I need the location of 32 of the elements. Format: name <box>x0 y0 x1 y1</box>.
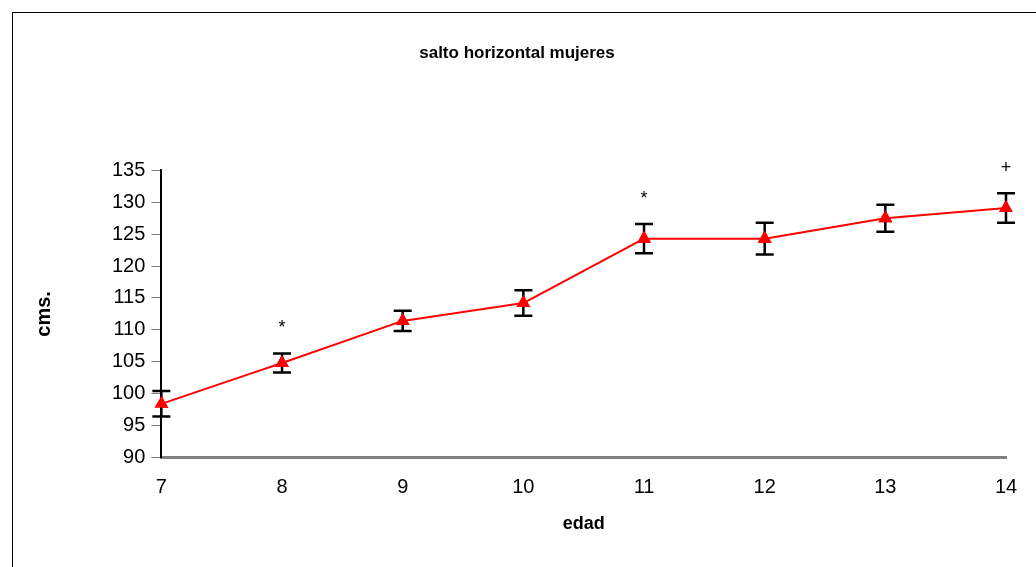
x-tick-label: 14 <box>994 474 1018 497</box>
point <box>275 356 289 368</box>
x-tick-label: 8 <box>276 474 288 497</box>
chart-title: salto horizontal mujeres <box>419 42 615 62</box>
point <box>155 396 168 408</box>
data-label: * <box>640 187 648 208</box>
y-tick-label: 130 <box>111 189 146 212</box>
y-tick-label: 105 <box>111 349 146 372</box>
y-tick-label: 90 <box>123 444 146 467</box>
point <box>879 211 892 223</box>
y-tick-label: 95 <box>123 413 146 436</box>
y-tick-label: 120 <box>111 253 146 276</box>
x-tick-label: 11 <box>633 474 655 497</box>
x-tick-label: 13 <box>874 474 897 497</box>
y-tick-label: 135 <box>111 157 146 180</box>
x-tick-label: 9 <box>397 474 409 497</box>
x-axis-title: edad <box>562 513 605 534</box>
y-axis-title: cms. <box>31 291 54 337</box>
y-tick-label: 115 <box>113 285 146 308</box>
y-tick-label: 110 <box>113 317 146 340</box>
point <box>999 201 1013 213</box>
x-tick-label: 7 <box>155 474 167 497</box>
point <box>637 231 651 243</box>
point <box>758 231 771 243</box>
point <box>517 296 530 308</box>
data-label: * <box>278 317 286 338</box>
x-tick-label: 12 <box>753 474 776 497</box>
x-tick-label: 10 <box>512 474 535 497</box>
point <box>396 313 409 325</box>
y-tick-label: 100 <box>111 381 146 404</box>
data-label: + <box>1000 157 1012 178</box>
y-tick-label: 125 <box>111 221 146 244</box>
